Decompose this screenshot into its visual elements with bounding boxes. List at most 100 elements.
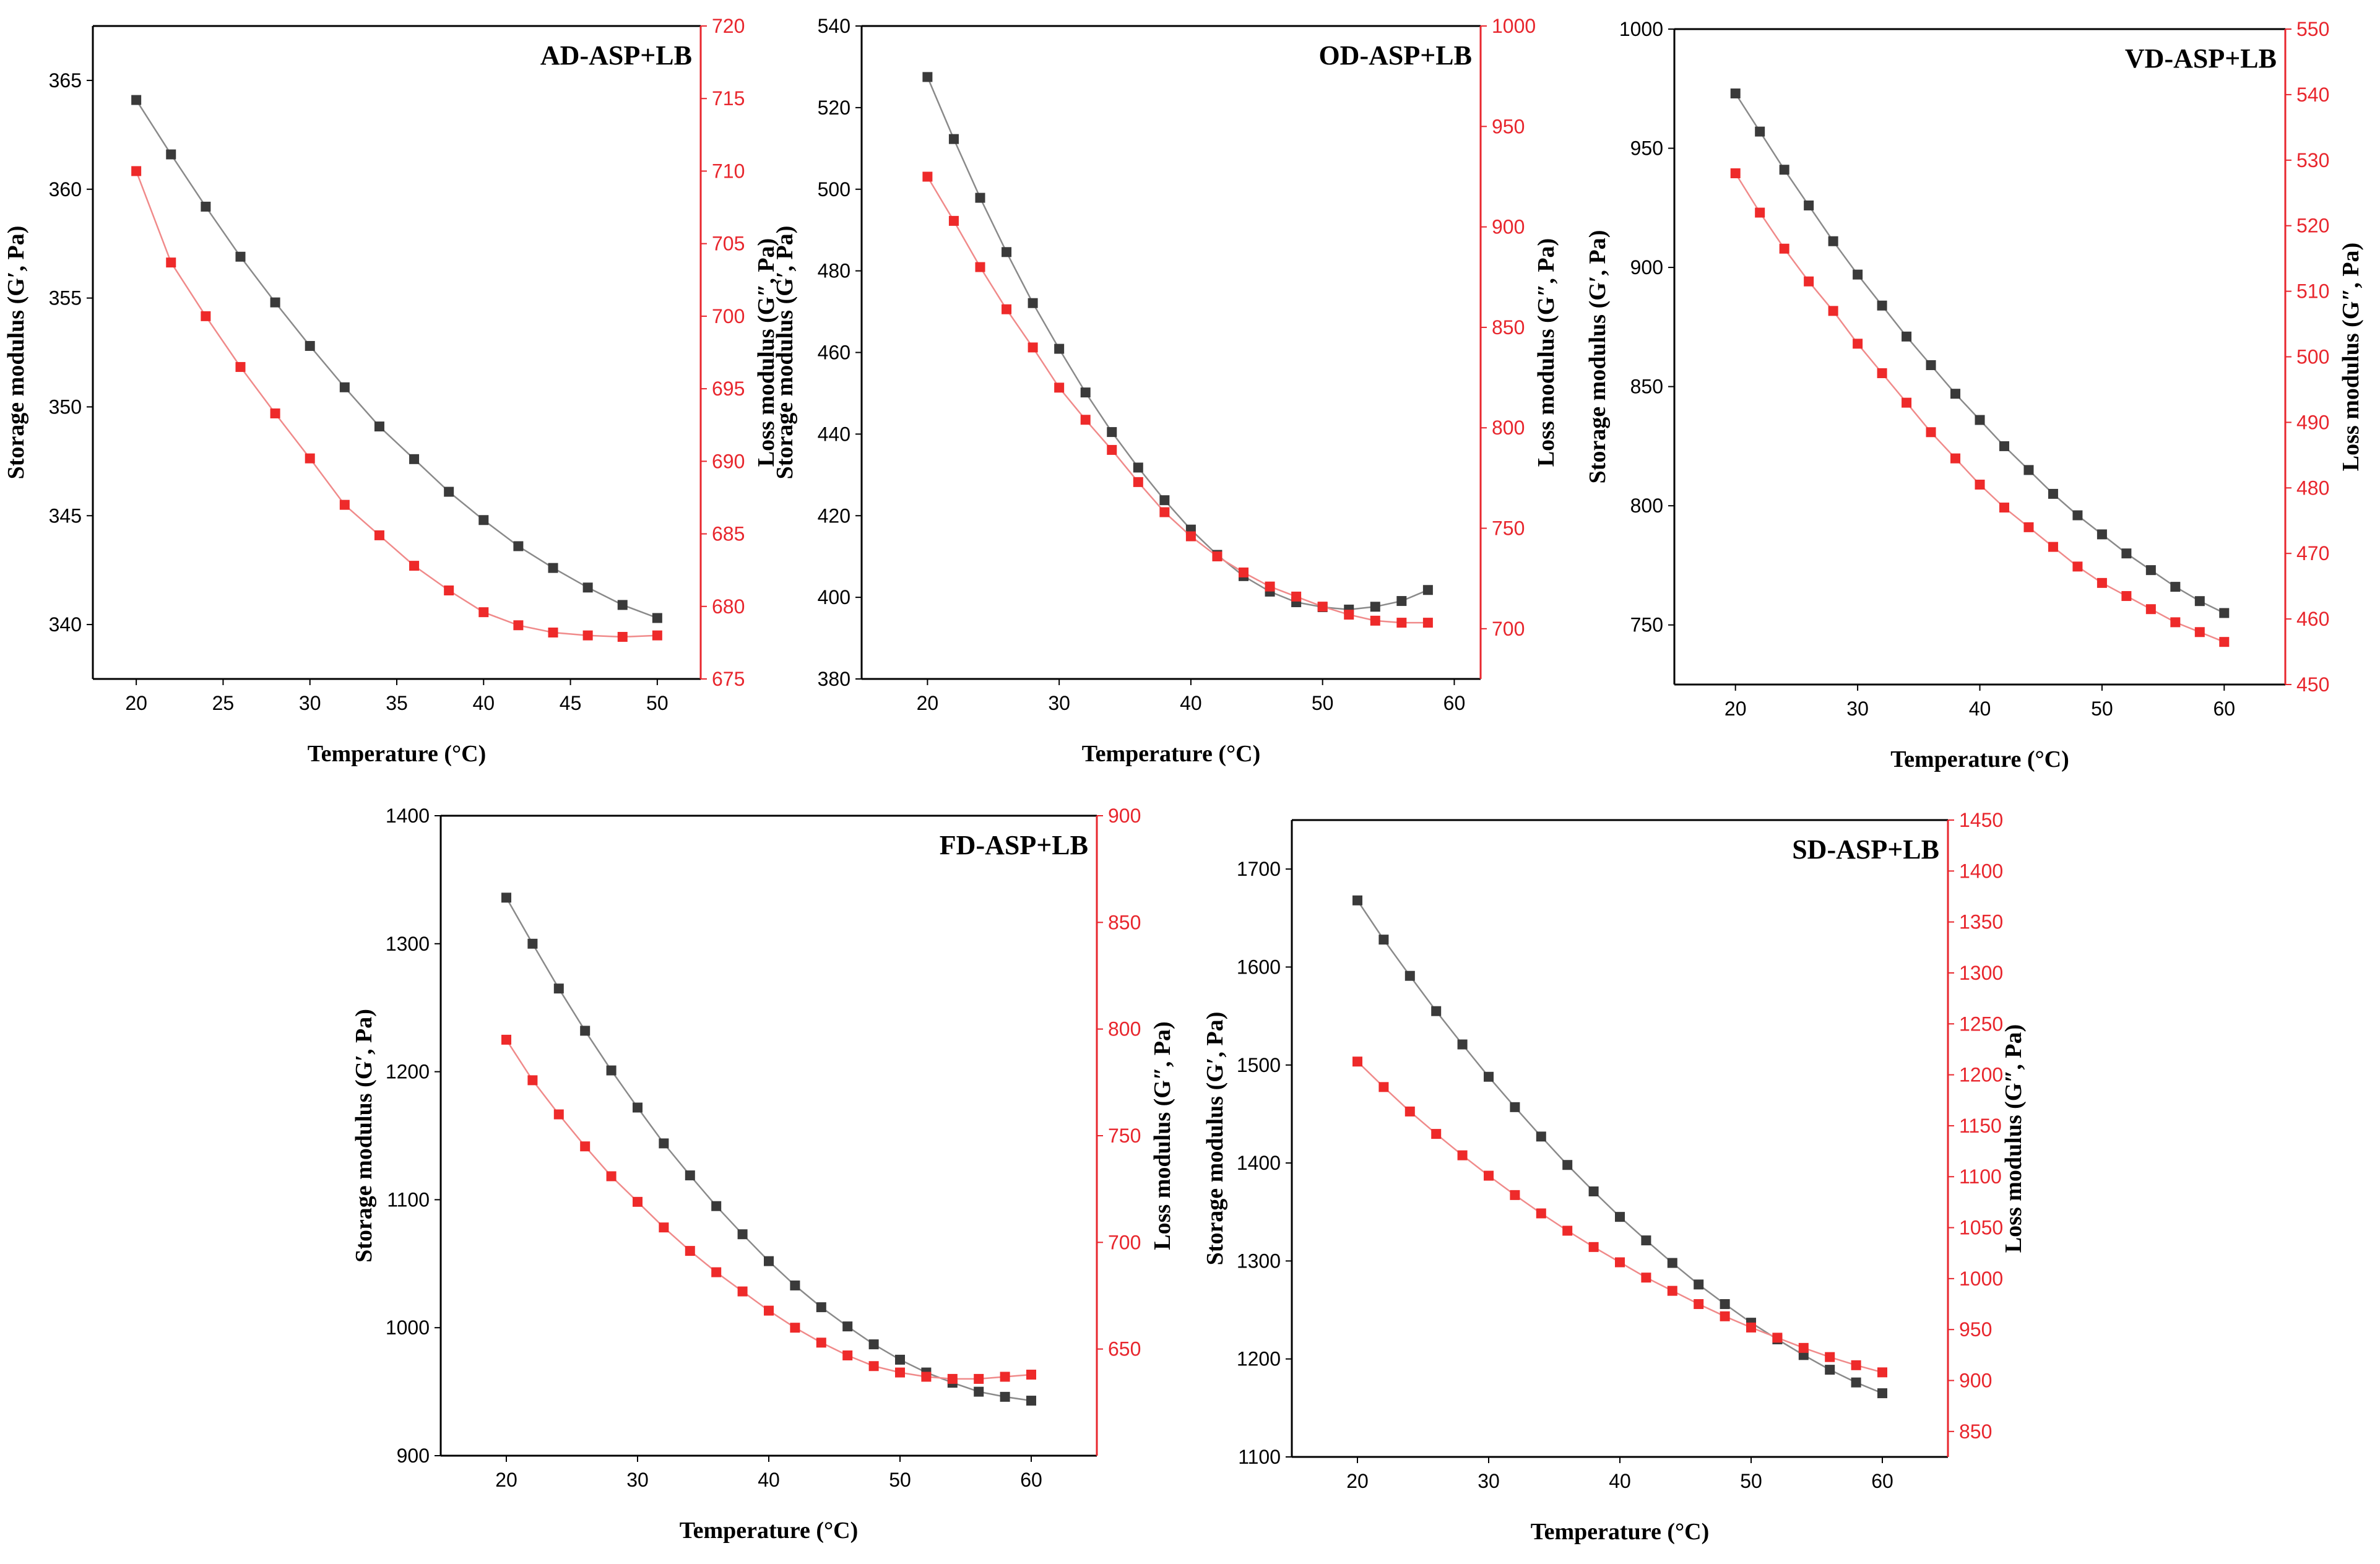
chart-title: AD-ASP+LB	[540, 40, 692, 71]
storage-data-point	[948, 134, 959, 144]
loss-data-point	[1212, 551, 1222, 561]
storage-data-point	[1950, 389, 1961, 399]
y-axis-title: Storage modulus (G′, Pa)	[3, 226, 29, 480]
x-tick-label: 40	[758, 1469, 780, 1491]
y-tick-label: 480	[818, 260, 850, 282]
storage-data-point	[1779, 165, 1789, 175]
storage-data-point	[235, 251, 246, 262]
x-tick-label: 50	[646, 692, 669, 714]
storage-series-line	[136, 99, 658, 619]
y-tick-label: 1200	[1237, 1348, 1281, 1370]
y-tick-label: 440	[818, 423, 850, 445]
storage-data-point	[501, 892, 511, 903]
loss-data-point	[1798, 1342, 1809, 1353]
x-tick-label: 40	[472, 692, 495, 714]
storage-data-point	[1730, 88, 1741, 98]
y2-tick-label: 540	[2296, 84, 2329, 106]
storage-data-point	[580, 1026, 591, 1036]
loss-data-point	[1746, 1322, 1756, 1333]
y-tick-label: 1100	[1238, 1446, 1281, 1468]
chart-title: FD-ASP+LB	[940, 830, 1088, 860]
loss-data-point	[659, 1222, 669, 1233]
loss-data-point	[1772, 1333, 1783, 1343]
loss-data-point	[895, 1367, 905, 1378]
loss-data-point	[513, 620, 524, 631]
storage-data-point	[617, 600, 628, 610]
loss-data-point	[2194, 627, 2205, 637]
loss-data-point	[1804, 276, 1814, 287]
y2-tick-label: 530	[2296, 149, 2329, 171]
y2-tick-label: 715	[712, 87, 745, 110]
storage-data-point	[1054, 343, 1065, 354]
loss-data-point	[1926, 427, 1936, 438]
x-axis-title: Temperature (°C)	[308, 741, 487, 767]
loss-data-point	[1317, 602, 1328, 612]
x-tick-label: 50	[2091, 698, 2113, 720]
y-tick-label: 1400	[1237, 1152, 1281, 1174]
loss-data-point	[1902, 397, 1912, 408]
y2-tick-label: 650	[1108, 1338, 1141, 1360]
storage-data-point	[1588, 1186, 1599, 1196]
y2-axis-title: Loss modulus (G″, Pa)	[1149, 1021, 1175, 1250]
y2-tick-label: 800	[1492, 417, 1525, 439]
loss-data-point	[737, 1286, 748, 1297]
storage-data-point	[1902, 331, 1912, 342]
loss-data-point	[444, 585, 454, 595]
loss-data-point	[1877, 1367, 1887, 1378]
loss-data-point	[1431, 1129, 1442, 1139]
y-axis-title: Storage modulus (G′, Pa)	[1585, 230, 1611, 484]
y-axis-title: Storage modulus (G′, Pa)	[1202, 1012, 1228, 1266]
storage-data-point	[1641, 1235, 1651, 1246]
storage-data-point	[1352, 895, 1362, 905]
storage-data-point	[582, 582, 593, 593]
y-tick-label: 1300	[1237, 1250, 1281, 1272]
storage-data-point	[339, 382, 350, 392]
y2-tick-label: 850	[1492, 316, 1525, 339]
x-axis-title: Temperature (°C)	[1082, 741, 1261, 767]
loss-data-point	[633, 1196, 643, 1207]
loss-data-point	[1404, 1106, 1415, 1117]
loss-data-point	[1851, 1360, 1861, 1370]
y-tick-label: 1000	[1619, 18, 1663, 40]
y2-tick-label: 900	[1492, 216, 1525, 238]
x-tick-label: 30	[299, 692, 321, 714]
x-tick-label: 35	[386, 692, 408, 714]
y-tick-label: 900	[1630, 256, 1663, 279]
y2-tick-label: 1150	[1959, 1115, 2002, 1137]
storage-data-point	[1877, 300, 1887, 311]
storage-data-point	[1615, 1212, 1625, 1222]
storage-data-point	[842, 1321, 853, 1332]
loss-data-point	[868, 1361, 879, 1372]
storage-data-point	[2048, 488, 2058, 499]
loss-data-point	[1026, 1370, 1036, 1380]
y-tick-label: 850	[1630, 376, 1663, 398]
loss-data-point	[305, 453, 315, 464]
loss-data-point	[1694, 1299, 1704, 1310]
storage-data-point	[1926, 360, 1936, 370]
loss-data-point	[2023, 522, 2034, 532]
storage-data-point	[1159, 495, 1170, 506]
storage-data-point	[1825, 1365, 1835, 1375]
loss-data-point	[201, 311, 211, 321]
storage-data-point	[816, 1302, 826, 1313]
storage-data-point	[444, 486, 454, 497]
loss-data-point	[1730, 168, 1741, 178]
storage-data-point	[2023, 465, 2034, 475]
loss-data-point	[606, 1171, 617, 1182]
loss-data-point	[478, 607, 489, 618]
storage-data-point	[1378, 935, 1389, 945]
y-tick-label: 1500	[1237, 1054, 1281, 1076]
x-axis-title: Temperature (°C)	[1531, 1519, 1710, 1545]
loss-data-point	[1562, 1225, 1573, 1236]
loss-data-point	[1853, 339, 1863, 349]
y-tick-label: 540	[818, 15, 850, 37]
loss-data-point	[1107, 444, 1117, 455]
y2-tick-label: 900	[1108, 805, 1141, 827]
y2-tick-label: 850	[1959, 1420, 1992, 1443]
loss-data-point	[816, 1337, 826, 1348]
storage-data-point	[1853, 269, 1863, 280]
loss-data-point	[1378, 1082, 1389, 1092]
y2-tick-label: 1000	[1959, 1268, 2003, 1290]
loss-data-point	[764, 1305, 774, 1316]
